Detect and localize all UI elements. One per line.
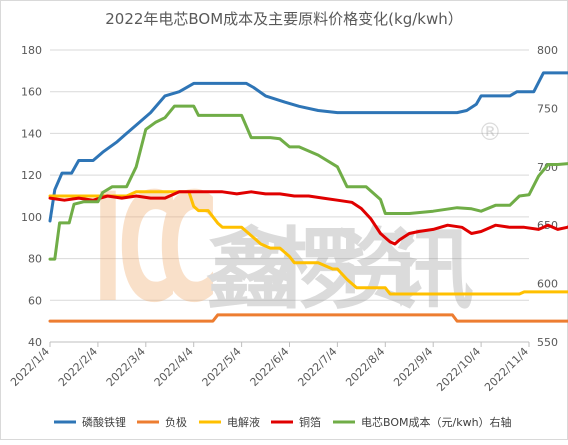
series-line-2 [48, 313, 568, 323]
y-tick-label: 40 [28, 336, 42, 349]
legend-label: 电芯BOM成本（元/kwh）右轴 [361, 415, 512, 429]
legend-label: 负极 [165, 415, 187, 429]
y2-tick-label: 750 [537, 102, 558, 115]
y-tick-label: 160 [21, 86, 42, 99]
y2-tick-label: 550 [537, 336, 558, 349]
watermark-glyph: 讯 [386, 218, 474, 321]
y-tick-label: 120 [21, 169, 42, 182]
series-line-1 [48, 71, 568, 223]
legend-label: 磷酸铁锂 [82, 415, 126, 429]
y-tick-label: 60 [28, 294, 42, 307]
series-line-4 [48, 190, 568, 246]
y-tick-label: 80 [28, 253, 42, 266]
y-axis-left: 40 60 80 100 120 140 160 180 [21, 44, 42, 349]
series-line-5 [48, 104, 568, 261]
chart-title: 2022年电芯BOM成本及主要原料价格变化(kg/kwh） [105, 10, 463, 28]
y-tick-label: 100 [21, 211, 42, 224]
series-lines [48, 71, 568, 323]
y2-tick-label: 800 [537, 44, 558, 57]
watermark-glyph: 椤 [271, 218, 359, 321]
legend: 磷酸铁锂 负极 电解液 铜箔 电芯BOM成本（元/kwh）右轴 [54, 415, 512, 429]
watermark-mark: ® [478, 118, 502, 146]
legend-label: 铜箔 [299, 415, 321, 429]
y2-tick-label: 600 [537, 278, 558, 291]
legend-label: 电解液 [227, 415, 260, 429]
y-tick-label: 140 [21, 127, 42, 140]
y-tick-label: 180 [21, 44, 42, 57]
series-line-3 [48, 190, 568, 296]
